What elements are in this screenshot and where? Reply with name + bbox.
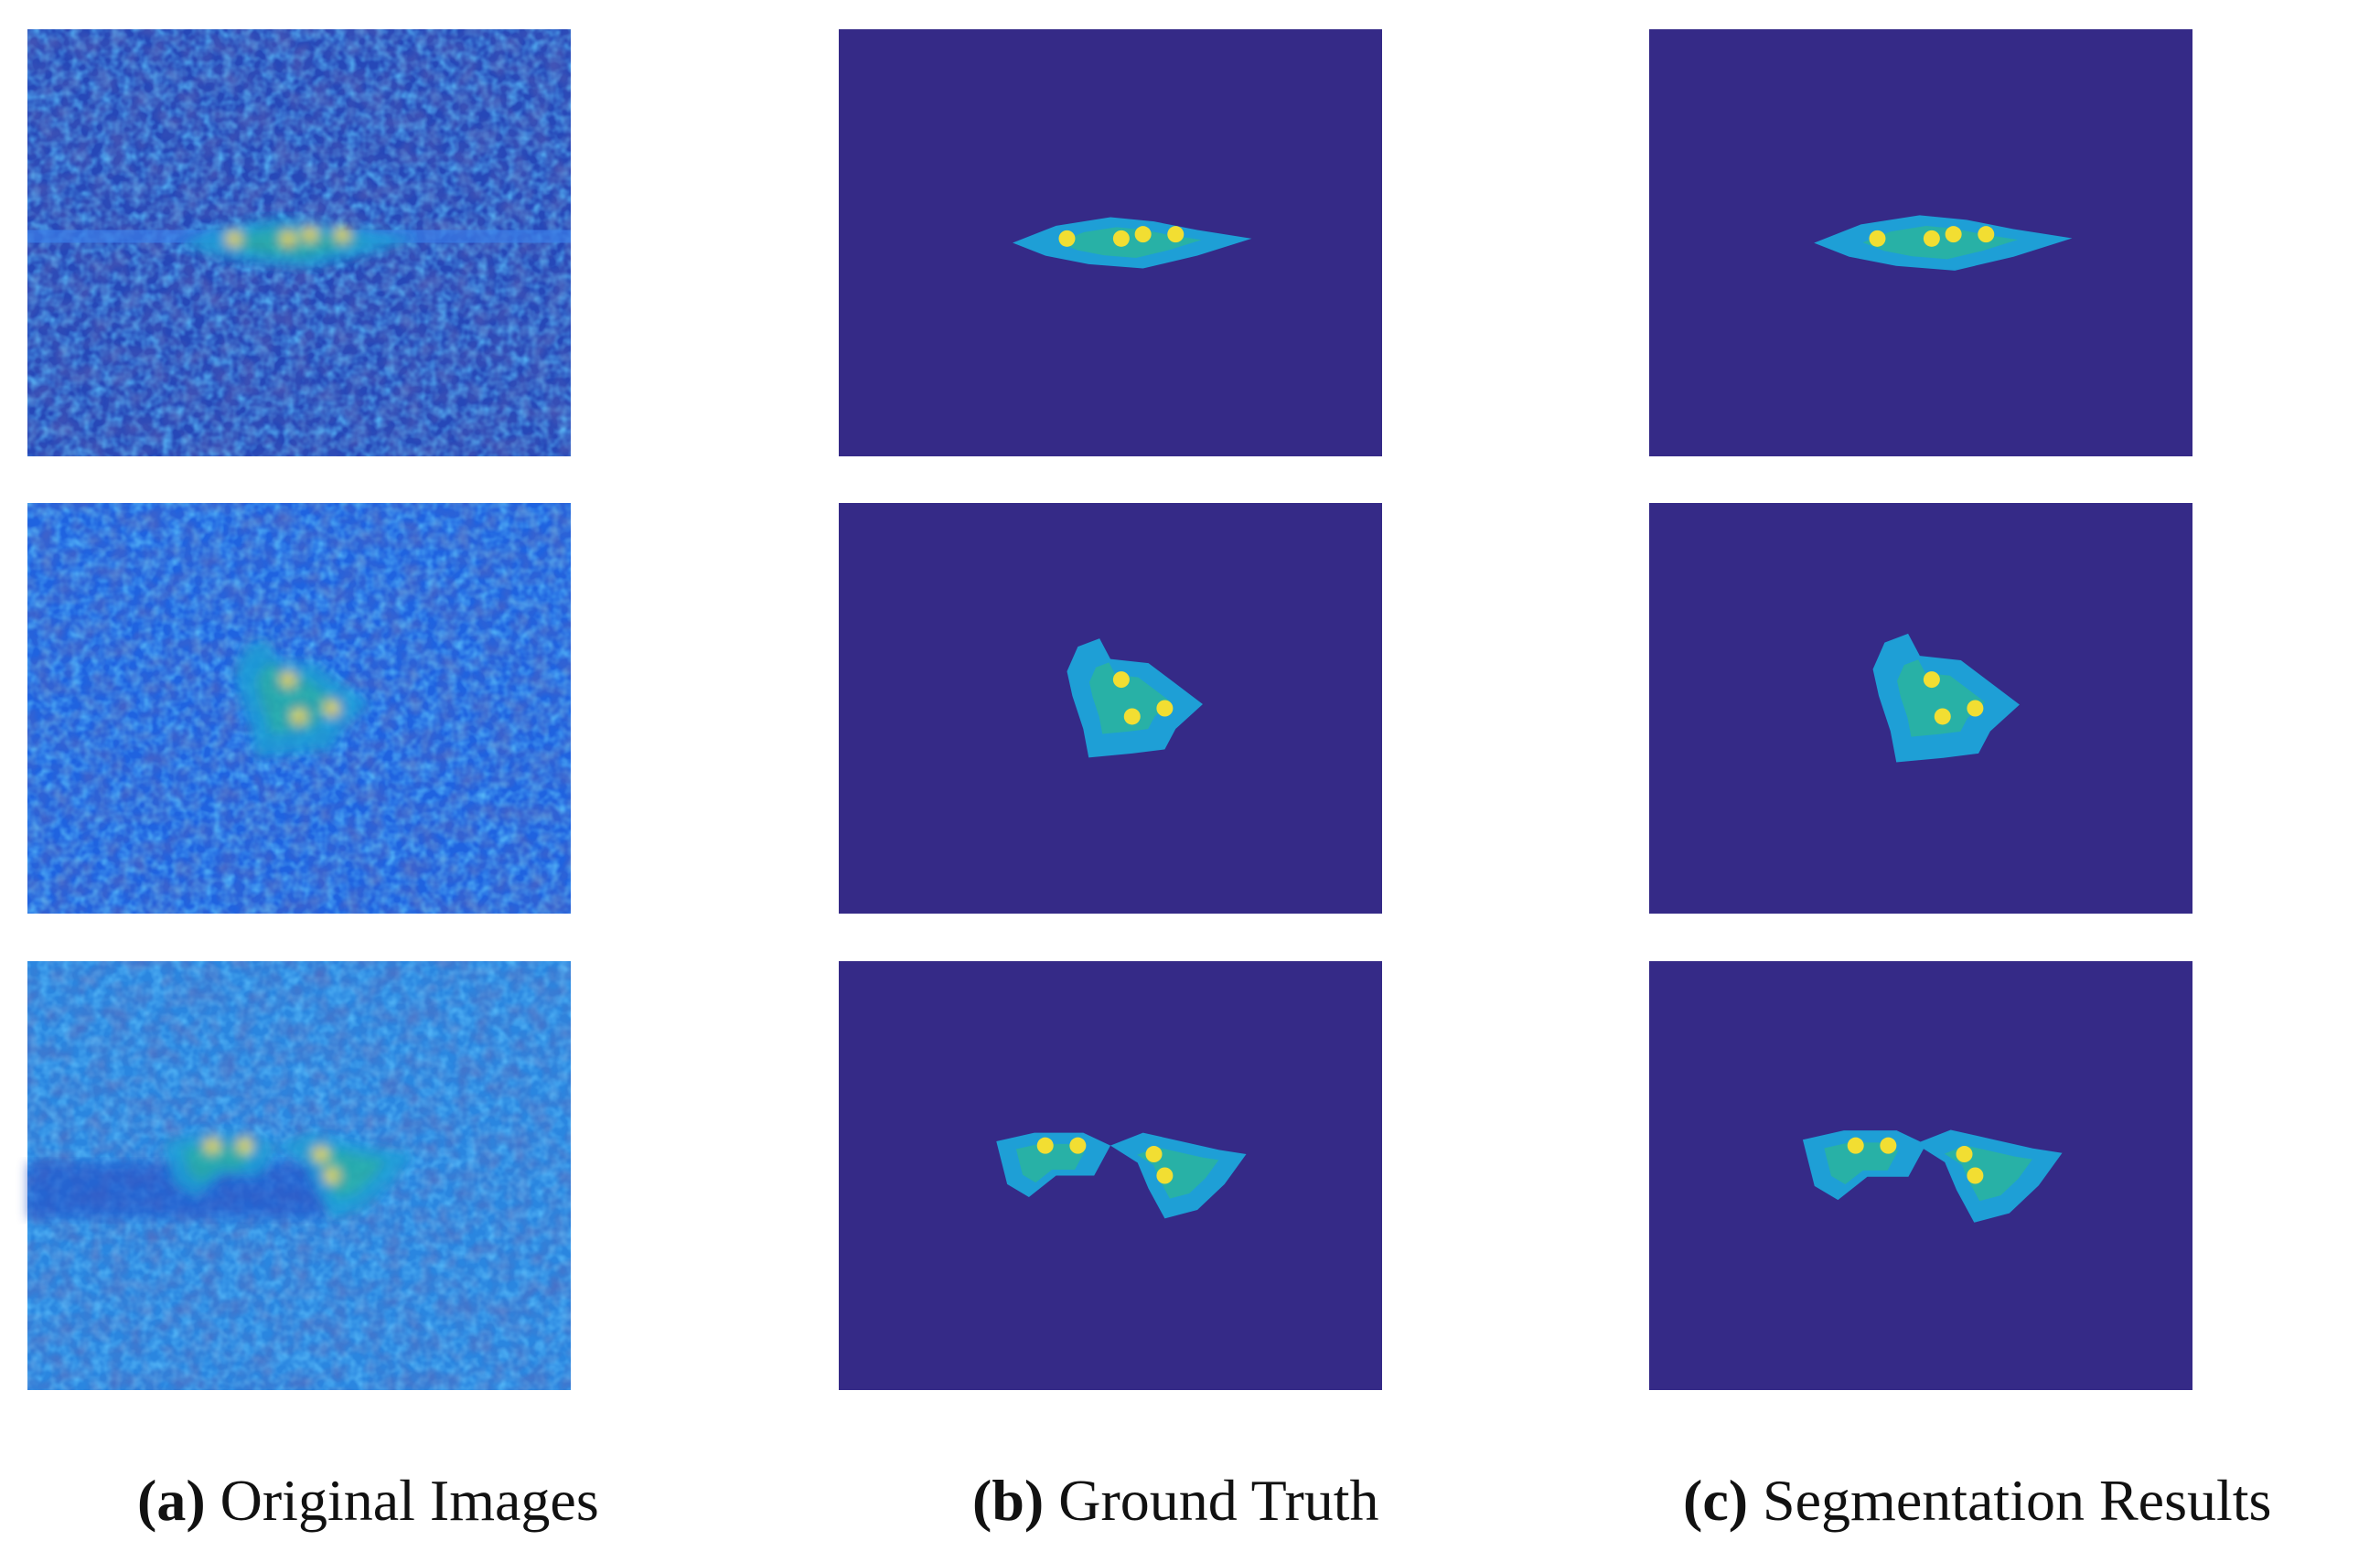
hotspot: [1978, 226, 1995, 243]
hotspot: [280, 230, 297, 247]
image-panel: [1649, 503, 2192, 914]
region-core: [1015, 1143, 1085, 1183]
hotspot: [301, 226, 318, 243]
caption-label: (a): [137, 1468, 206, 1533]
image-background: [1649, 961, 2192, 1390]
target: [179, 217, 419, 269]
hotspot: [1134, 226, 1152, 243]
hotspot: [1167, 226, 1185, 243]
hotspot: [1967, 1167, 1984, 1184]
region-core: [1057, 227, 1202, 258]
caption-space: [206, 1468, 220, 1533]
caption-text: Segmentation Results: [1763, 1468, 2271, 1533]
target: [233, 638, 370, 758]
hotspot: [280, 671, 297, 689]
hotspot: [1145, 1146, 1163, 1163]
caption: (c) Segmentation Results: [1683, 1468, 2271, 1533]
hotspot: [236, 1137, 253, 1154]
region-core: [183, 1143, 252, 1183]
image-panel: [839, 503, 1382, 914]
hotspot: [1123, 708, 1141, 725]
caption-text: Ground Truth: [1058, 1468, 1378, 1533]
region-core: [1088, 662, 1172, 734]
caption-text: Original Images: [220, 1468, 599, 1533]
caption-space: [1748, 1468, 1763, 1533]
hotspot: [1036, 1137, 1054, 1154]
image-panel: [839, 29, 1382, 456]
hotspot: [1956, 1146, 1973, 1163]
caption-label: (b): [972, 1468, 1044, 1533]
hotspot: [225, 230, 242, 247]
image-panel: [839, 961, 1382, 1390]
hotspot: [1069, 1137, 1087, 1154]
hotspot: [1967, 700, 1984, 717]
region-core: [256, 662, 338, 734]
hotspot: [203, 1137, 220, 1154]
hotspot: [323, 1167, 340, 1184]
region-core: [224, 227, 369, 258]
hotspot: [1923, 671, 1940, 689]
hotspot: [1847, 1137, 1864, 1154]
hotspot: [1880, 1137, 1897, 1154]
region-core: [1897, 659, 1986, 737]
target: [163, 1132, 413, 1219]
caption-space: [1044, 1468, 1058, 1533]
image-panel: [27, 961, 571, 1390]
hotspot: [1156, 700, 1174, 717]
hotspot: [1058, 230, 1076, 247]
hotspot: [1869, 230, 1886, 247]
image-panel: [27, 503, 571, 914]
image-background: [839, 961, 1382, 1390]
hotspot: [291, 708, 307, 725]
hotspot: [1934, 708, 1951, 725]
hotspot: [1112, 230, 1130, 247]
hotspot: [1945, 226, 1962, 243]
image-panel: [1649, 961, 2192, 1390]
region-core: [1824, 1142, 1899, 1185]
hotspot: [1156, 1167, 1174, 1184]
caption-label: (c): [1683, 1468, 1748, 1533]
hotspot: [334, 226, 351, 243]
hotspot: [323, 700, 340, 717]
caption: (a) Original Images: [137, 1468, 599, 1533]
hotspot: [1923, 230, 1940, 247]
image-panel: [27, 29, 571, 456]
image-panel: [1649, 29, 2192, 456]
caption: (b) Ground Truth: [972, 1468, 1379, 1533]
hotspot: [312, 1146, 329, 1163]
hotspot: [1112, 671, 1130, 689]
